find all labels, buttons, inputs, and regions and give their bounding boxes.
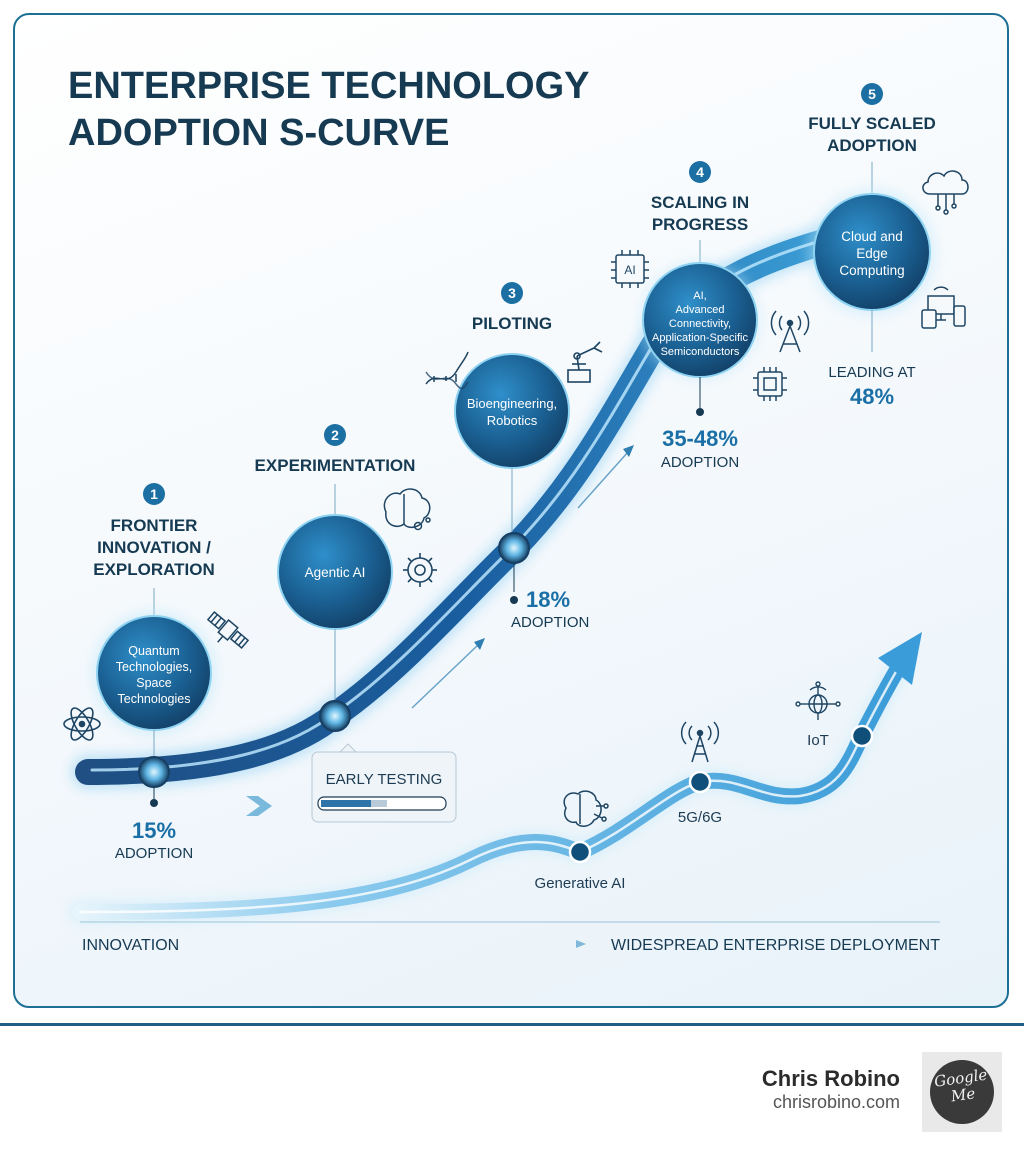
stage-2-number: 2	[331, 427, 339, 443]
dna-icon	[425, 351, 469, 390]
stage-4-stat-caption: ADOPTION	[661, 454, 739, 471]
antenna-icon	[770, 310, 810, 353]
brain-icon	[563, 790, 609, 827]
satellite-icon	[206, 610, 250, 650]
stage-3-stat: 18%	[526, 587, 570, 612]
stage-2-label-line-1: EXPERIMENTATION	[255, 456, 416, 475]
diagram-canvas: ENTERPRISE TECHNOLOGY ADOPTION S-CURVE I…	[63, 65, 969, 954]
author-logo: Google Me	[922, 1052, 1002, 1132]
cell-tower-icon	[680, 721, 720, 763]
brain-circuit-icon	[383, 488, 431, 531]
stage-5-tech-line-1: Cloud and	[841, 229, 903, 244]
stage-4-tech-line-1: AI,	[693, 290, 706, 302]
secondary-node-iot: IoT	[795, 681, 874, 749]
stage-1: 1 FRONTIER INNOVATION / EXPLORATION Quan…	[63, 483, 250, 862]
stage-2-curve-marker	[319, 700, 351, 732]
stage-5-number: 5	[868, 86, 876, 102]
secondary-technology-curve	[69, 632, 922, 923]
stage-4-tech-line-5: Semiconductors	[661, 346, 740, 358]
stage-5-stat: 48%	[850, 384, 894, 409]
stage-4-number: 4	[696, 164, 704, 180]
chevron-arrow-icon	[246, 796, 272, 816]
stage-1-label-line-2: INNOVATION /	[97, 538, 211, 557]
stage-4: 4 SCALING IN PROGRESS AI, Advanced Conne…	[611, 161, 810, 471]
stage-2-tech-line-1: Agentic AI	[305, 565, 366, 580]
trend-arrows	[246, 445, 634, 816]
secondary-node-5g-6g: 5G/6G	[678, 721, 722, 826]
stage-1-curve-marker	[138, 756, 170, 788]
logo-text-line-2: Me	[949, 1084, 977, 1106]
stage-5-label-line-2: ADOPTION	[827, 136, 917, 155]
title-line-2: ADOPTION S-CURVE	[68, 112, 449, 154]
axis-end-label: WIDESPREAD ENTERPRISE DEPLOYMENT	[611, 937, 940, 954]
stage-1-tech-line-1: Quantum	[128, 644, 179, 658]
secondary-node-generative-ai: Generative AI	[535, 790, 626, 892]
footer-divider	[0, 1023, 1024, 1026]
stage-5: 5 FULLY SCALED ADOPTION Cloud and Edge C…	[808, 83, 969, 409]
5g-6g-label: 5G/6G	[678, 809, 722, 826]
stage-1-stat-caption: ADOPTION	[115, 845, 193, 862]
stage-3-tech-line-1: Bioengineering,	[467, 396, 557, 411]
stage-5-tech-line-2: Edge	[856, 246, 888, 261]
cloud-icon	[922, 170, 969, 215]
stage-4-tech-line-2: Advanced	[676, 304, 725, 316]
stage-1-label-line-1: FRONTIER	[111, 516, 198, 535]
stage-1-tech-line-4: Technologies	[118, 692, 191, 706]
logo-circle	[930, 1060, 994, 1124]
axis-arrowhead	[576, 940, 586, 948]
devices-icon	[921, 286, 966, 329]
iot-label: IoT	[807, 732, 829, 749]
stage-5-tech-line-3: Computing	[839, 263, 904, 278]
atom-icon	[63, 707, 101, 741]
ai-chip-label: AI	[624, 263, 635, 277]
author-name: Chris Robino	[761, 1066, 900, 1091]
gear-icon	[403, 553, 437, 587]
stage-3-stat-caption: ADOPTION	[511, 614, 589, 631]
robot-arm-icon	[567, 341, 603, 383]
stage-3: 3 PILOTING Bioengineering, Robotics 18% …	[425, 282, 603, 631]
stage-1-label-line-3: EXPLORATION	[93, 560, 215, 579]
chip-icon	[753, 367, 787, 401]
stage-1-tech-line-2: Technologies,	[116, 660, 192, 674]
stage-4-label-line-2: PROGRESS	[652, 215, 748, 234]
stage-3-label-line-1: PILOTING	[472, 314, 552, 333]
stage-3-node	[454, 353, 570, 469]
stage-4-tech-line-4: Application-Specific	[652, 332, 748, 344]
stage-1-stat: 15%	[132, 818, 176, 843]
early-testing-badge: EARLY TESTING	[311, 743, 457, 823]
axis-start-label: INNOVATION	[82, 937, 179, 954]
globe-network-icon	[795, 681, 841, 720]
stage-3-tech-line-2: Robotics	[487, 413, 538, 428]
early-testing-label: EARLY TESTING	[326, 771, 443, 788]
early-testing-progress-fill	[321, 800, 371, 807]
stage-3-number: 3	[508, 285, 516, 301]
title-line-1: ENTERPRISE TECHNOLOGY	[68, 65, 590, 107]
ai-chip-icon	[611, 250, 649, 288]
stage-3-curve-marker	[498, 532, 530, 564]
stage-2: 2 EXPERIMENTATION Agentic AI EARLY TESTI…	[255, 424, 457, 823]
author-website[interactable]: chrisrobino.com	[772, 1092, 900, 1112]
stage-1-tech-line-3: Space	[136, 676, 171, 690]
stage-5-label-line-1: FULLY SCALED	[808, 114, 936, 133]
stage-5-stat-caption: LEADING AT	[828, 364, 915, 381]
stage-4-tech-line-3: Connectivity,	[669, 318, 731, 330]
stage-1-number: 1	[150, 486, 158, 502]
secondary-curve-arrowhead	[878, 632, 922, 685]
stage-4-label-line-1: SCALING IN	[651, 193, 749, 212]
generative-ai-label: Generative AI	[535, 875, 626, 892]
stage-4-stat: 35-48%	[662, 426, 738, 451]
